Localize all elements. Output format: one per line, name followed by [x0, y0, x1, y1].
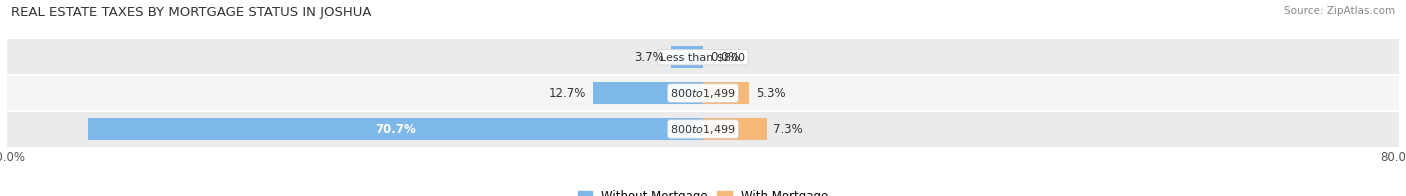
- Bar: [7, 39, 1399, 75]
- Legend: Without Mortgage, With Mortgage: Without Mortgage, With Mortgage: [574, 185, 832, 196]
- Text: 5.3%: 5.3%: [756, 87, 786, 100]
- Text: 3.7%: 3.7%: [634, 51, 664, 64]
- Bar: [703, 118, 766, 140]
- Text: 7.3%: 7.3%: [773, 122, 803, 135]
- Text: Source: ZipAtlas.com: Source: ZipAtlas.com: [1284, 6, 1395, 16]
- Bar: [592, 82, 703, 104]
- Text: 0.0%: 0.0%: [710, 51, 740, 64]
- Bar: [7, 111, 1399, 147]
- Bar: [671, 46, 703, 68]
- Text: Less than $800: Less than $800: [661, 52, 745, 62]
- Bar: [89, 118, 703, 140]
- Text: REAL ESTATE TAXES BY MORTGAGE STATUS IN JOSHUA: REAL ESTATE TAXES BY MORTGAGE STATUS IN …: [11, 6, 371, 19]
- Text: $800 to $1,499: $800 to $1,499: [671, 122, 735, 135]
- Bar: [7, 75, 1399, 111]
- Text: $800 to $1,499: $800 to $1,499: [671, 87, 735, 100]
- Bar: [703, 82, 749, 104]
- Text: 70.7%: 70.7%: [375, 122, 416, 135]
- Text: 12.7%: 12.7%: [548, 87, 585, 100]
